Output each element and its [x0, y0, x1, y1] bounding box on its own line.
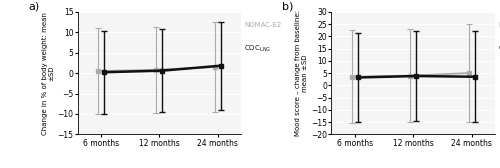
Y-axis label: Mood score – change from baseline:
mean ±SD: Mood score – change from baseline: mean …	[296, 10, 308, 136]
Text: b): b)	[282, 2, 294, 12]
Text: COC$_{\mathregular{LNG}}$: COC$_{\mathregular{LNG}}$	[498, 44, 500, 54]
Y-axis label: Change in % of body weight: mean
±SD: Change in % of body weight: mean ±SD	[42, 12, 54, 135]
Text: COC$_{\mathregular{LNG}}$: COC$_{\mathregular{LNG}}$	[244, 44, 272, 54]
Text: NOMAC-E2: NOMAC-E2	[498, 22, 500, 28]
Text: a): a)	[28, 2, 40, 12]
Text: NOMAC-E2: NOMAC-E2	[244, 22, 282, 28]
